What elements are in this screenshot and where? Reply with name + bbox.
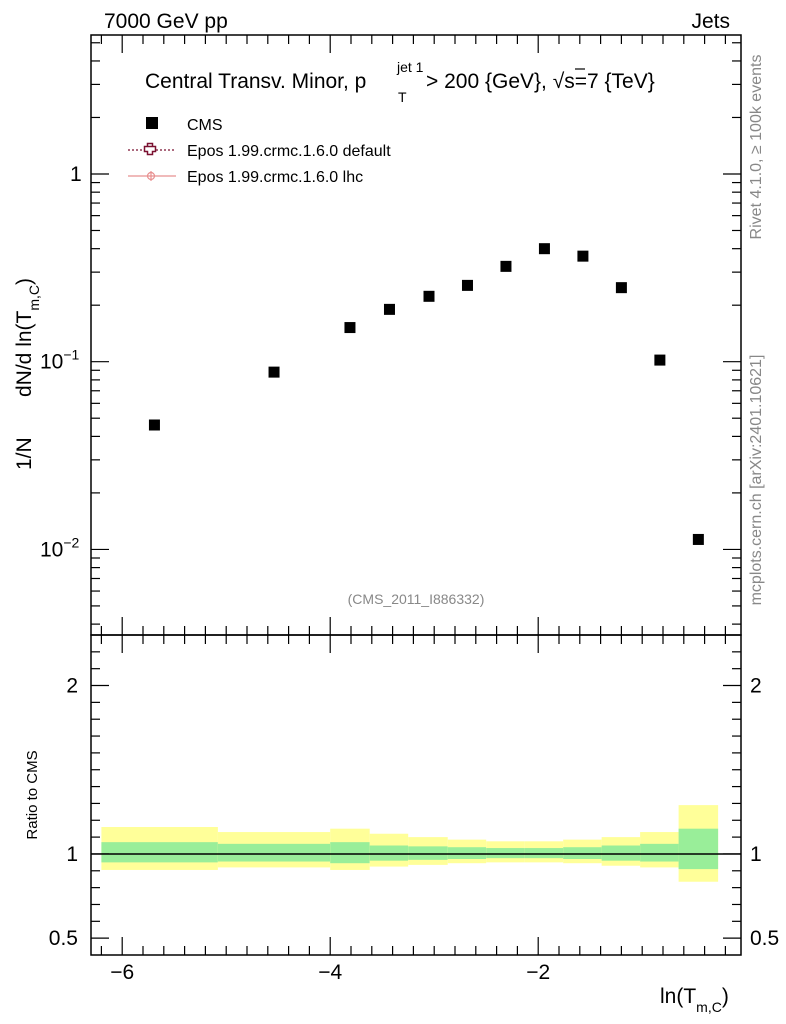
- ratio-inner-band-1: [217, 843, 331, 862]
- title-cut: > 200 {GeV}, √s=7 {TeV}: [426, 70, 655, 93]
- ratio-ytick-label-left-2: 2: [66, 675, 78, 698]
- x-label-sub: m,C: [696, 999, 722, 1015]
- cms-point-0: [148, 419, 160, 431]
- xtick-label-2: −2: [526, 961, 550, 984]
- ratio-inner-band-10: [640, 843, 679, 862]
- cms-point-8: [577, 250, 589, 262]
- ratio-ytick-label-right-0: 0.5: [750, 927, 779, 950]
- x-axis-label: ln(Tm,C): [660, 985, 729, 1015]
- legend-cms-marker: [146, 117, 158, 129]
- y-label-norm: 1/N: [13, 437, 36, 470]
- cms-point-1: [268, 366, 280, 378]
- ratio-ytick-label-right-2: 2: [750, 675, 762, 698]
- svg-text:dN/d ln(Tm,C): dN/d ln(Tm,C): [13, 278, 42, 397]
- ratio-inner-band-7: [524, 848, 564, 859]
- ratio-inner-band-6: [486, 848, 525, 859]
- cms-data-points: [148, 243, 704, 545]
- legend-cms-label: CMS: [187, 117, 223, 134]
- ratio-inner-band-8: [563, 847, 602, 859]
- title-superscript: jet 1: [396, 59, 424, 75]
- cms-point-9: [615, 282, 627, 294]
- legend: CMS Epos 1.99.crmc.1.6.0 default Epos 1.…: [128, 117, 391, 186]
- rivet-version-label: Rivet 4.1.0, ≥ 100k events: [748, 55, 765, 240]
- ratio-bands: [101, 805, 719, 882]
- main-ytick-label-2: 1: [70, 163, 82, 186]
- ratio-inner-band-3: [369, 845, 409, 861]
- ratio-inner-band-9: [601, 845, 641, 861]
- ratio-ytick-label-right-1: 1: [750, 843, 762, 866]
- ratio-inner-band-11: [678, 828, 719, 870]
- main-ytick-label-1: 10−1: [40, 347, 80, 374]
- header-energy: 7000 GeV pp: [104, 10, 228, 33]
- svg-text:1/N: 1/N: [13, 437, 36, 470]
- title-suffix: > 200 {GeV},: [426, 70, 553, 93]
- cms-point-3: [383, 303, 395, 315]
- title-subscript: T: [398, 89, 407, 105]
- xtick-label-0: −6: [110, 961, 134, 984]
- legend-epos-default-label: Epos 1.99.crmc.1.6.0 default: [187, 143, 391, 160]
- header-process: Jets: [691, 10, 730, 33]
- xtick-label-1: −4: [318, 961, 342, 984]
- cms-point-10: [654, 354, 666, 366]
- analysis-id-watermark: (CMS_2011_I886332): [348, 591, 485, 607]
- ratio-ytick-label-left-0: 0.5: [49, 927, 78, 950]
- cms-point-7: [538, 243, 550, 255]
- cms-point-6: [500, 260, 512, 272]
- x-label-close: ): [722, 985, 729, 1008]
- legend-epos-lhc-label: Epos 1.99.crmc.1.6.0 lhc: [187, 169, 363, 186]
- y-label-close: ): [13, 278, 36, 285]
- ratio-y-axis-label: Ratio to CMS: [24, 750, 41, 839]
- x-label-main: ln(T: [660, 985, 696, 1008]
- title-sqrt: √: [553, 70, 565, 93]
- plot-title: Central Transv. Minor, p: [145, 70, 366, 93]
- cms-point-5: [461, 279, 473, 291]
- title-energy: s=7 {TeV}: [564, 70, 655, 93]
- title-prefix: Central Transv. Minor, p: [145, 70, 366, 93]
- y-label-main: dN/d ln(T: [13, 310, 36, 397]
- ratio-y-ticks: 0.5 0.5 1 1 2 2: [49, 651, 779, 950]
- ratio-inner-band-4: [408, 846, 448, 860]
- main-y-ticks: 10−2 10−1 1: [40, 42, 741, 625]
- ratio-inner-band-0: [101, 842, 218, 863]
- legend-epos-default-marker: [143, 142, 157, 156]
- ratio-panel-frame: [90, 634, 742, 956]
- ratio-inner-band-5: [447, 847, 487, 859]
- cms-point-11: [692, 533, 704, 545]
- main-y-axis-label: 1/N dN/d ln(Tm,C): [13, 278, 42, 470]
- cms-point-4: [423, 290, 435, 302]
- y-label-sub: m,C: [26, 285, 42, 311]
- ratio-inner-band-2: [330, 842, 370, 864]
- main-ytick-label-0: 10−2: [40, 534, 80, 561]
- x-ticks: −6 −4 −2: [100, 35, 727, 984]
- cms-point-2: [344, 322, 356, 334]
- ratio-ytick-label-left-1: 1: [66, 843, 78, 866]
- mcplots-label: mcplots.cern.ch [arXiv:2401.10621]: [748, 355, 765, 606]
